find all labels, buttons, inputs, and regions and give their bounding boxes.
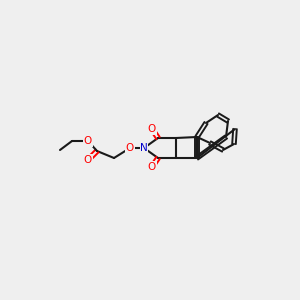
Text: O: O: [126, 143, 134, 153]
Text: O: O: [148, 124, 156, 134]
Text: O: O: [84, 136, 92, 146]
Text: O: O: [84, 155, 92, 165]
Text: N: N: [140, 143, 148, 153]
Text: O: O: [148, 162, 156, 172]
